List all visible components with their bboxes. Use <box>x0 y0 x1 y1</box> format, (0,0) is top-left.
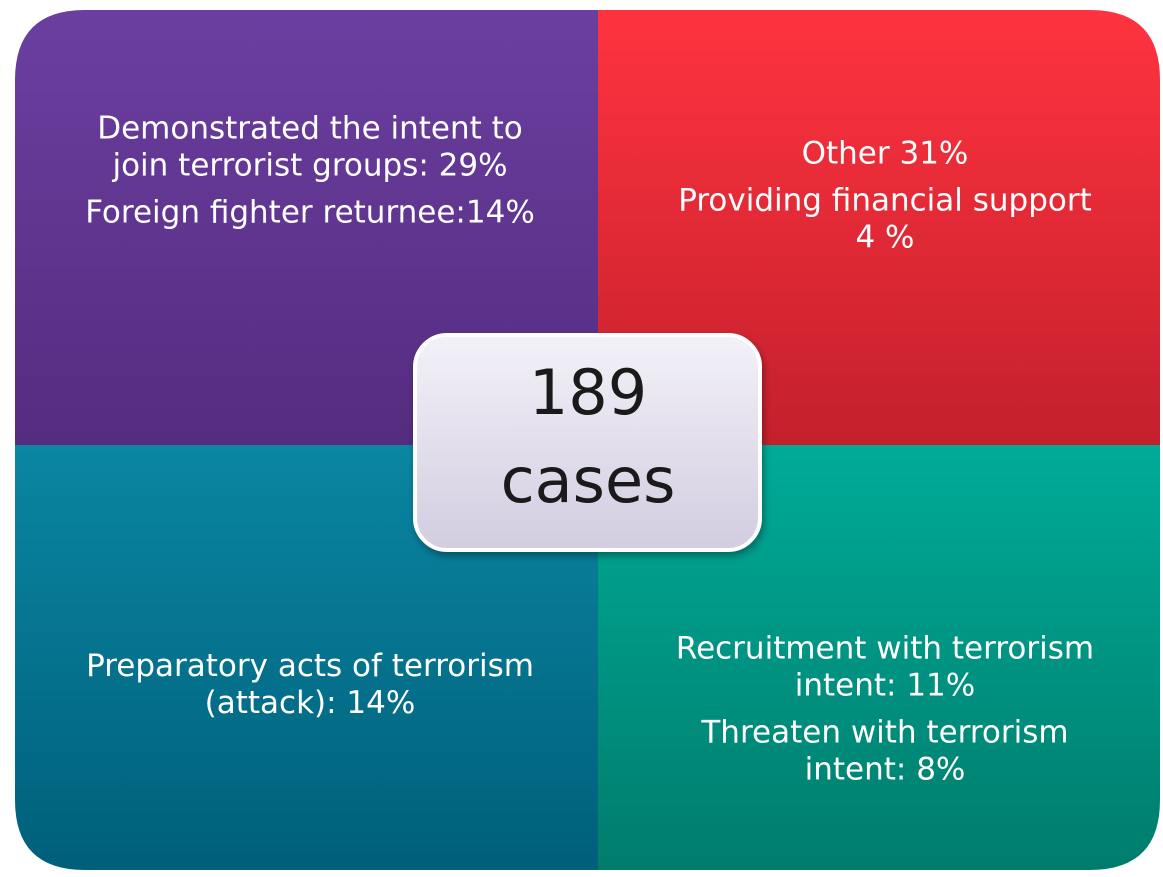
quadrant-text: intent: 11% <box>795 668 976 704</box>
quadrant-bottom-right <box>598 445 1160 870</box>
quadrant-text: Providing financial support <box>678 183 1092 219</box>
quadrant-text: (attack): 14% <box>205 685 416 721</box>
quadrant-text: Recruitment with terrorism <box>676 631 1094 667</box>
quadrant-text: join terrorist groups: 29% <box>111 148 507 184</box>
quadrant-text: intent: 8% <box>805 752 966 788</box>
quadrant-text: 4 % <box>855 220 914 256</box>
quadrant-text: Foreign fighter returnee:14% <box>85 195 535 231</box>
center-text: cases <box>501 444 676 517</box>
quadrant-text: Preparatory acts of terrorism <box>86 648 534 684</box>
center-text: 189 <box>529 356 647 429</box>
center-box <box>413 333 762 552</box>
quadrant-text: Other 31% <box>802 136 969 172</box>
quadrant-text: Threaten with terrorism <box>700 715 1068 751</box>
quadrant-text: Demonstrated the intent to <box>97 111 523 147</box>
